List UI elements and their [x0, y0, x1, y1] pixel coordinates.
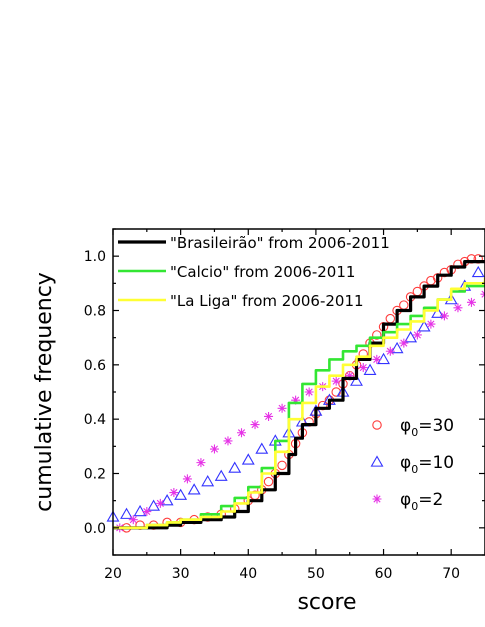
y-tick-label: 0.4	[84, 412, 106, 428]
data-point	[304, 387, 314, 397]
data-point	[372, 354, 382, 364]
data-point	[291, 395, 301, 405]
data-point	[377, 352, 390, 365]
data-point	[471, 265, 485, 278]
data-point	[404, 331, 418, 343]
legend-marker-label: φ0=30	[400, 416, 454, 439]
legend-markers: φ0=30 φ0=10 φ0=2	[370, 416, 454, 513]
y-axis-title: cumulative frequency	[32, 272, 57, 512]
series-triangle	[106, 265, 485, 522]
legend-marker-label: φ0=10	[400, 453, 454, 476]
data-point	[385, 313, 396, 324]
data-point	[331, 387, 341, 397]
data-point	[385, 346, 395, 356]
data-point	[196, 458, 206, 468]
data-point	[209, 444, 219, 454]
data-point	[345, 371, 355, 381]
data-point	[187, 483, 201, 495]
x-tick-label: 30	[172, 566, 190, 582]
data-point	[214, 469, 228, 481]
data-point	[453, 303, 463, 313]
data-point	[264, 411, 274, 421]
data-point	[169, 488, 179, 498]
series-line	[113, 280, 485, 530]
data-point	[331, 376, 341, 386]
legend-line-label: "Brasileirão" from 2006-2011	[170, 234, 390, 252]
data-point	[147, 499, 161, 511]
legend-line-label: "Calcio" from 2006-2011	[170, 263, 355, 281]
data-point	[466, 297, 476, 307]
data-point	[399, 338, 409, 348]
data-point	[241, 453, 255, 465]
y-tick-label: 0.2	[84, 467, 106, 483]
data-point	[142, 507, 152, 517]
data-point	[412, 330, 422, 340]
x-tick-label: 70	[442, 566, 460, 582]
data-point	[363, 363, 377, 375]
chart-marks	[106, 254, 485, 533]
data-point	[399, 300, 409, 310]
data-point	[160, 494, 174, 506]
series-line	[113, 277, 485, 530]
x-tick-label: 50	[307, 566, 325, 582]
data-point	[372, 330, 382, 340]
legend-marker-symbol	[372, 420, 382, 430]
x-tick-label: 20	[104, 566, 122, 582]
y-tick-label: 1.0	[84, 249, 106, 265]
data-point	[439, 311, 449, 321]
data-point	[223, 436, 233, 446]
data-point	[155, 498, 165, 508]
data-point	[120, 507, 133, 519]
y-tick-label: 0.0	[84, 521, 106, 537]
data-point	[277, 460, 287, 471]
data-point	[128, 515, 138, 525]
series-line	[113, 260, 485, 530]
data-point	[350, 374, 363, 386]
data-point	[201, 475, 215, 487]
legend-line-label: "La Liga" from 2006-2011	[170, 292, 364, 310]
data-point	[250, 420, 260, 430]
data-point	[237, 428, 247, 438]
data-point	[263, 476, 274, 487]
data-point	[228, 461, 242, 473]
data-point	[390, 341, 404, 354]
data-point	[277, 403, 287, 413]
y-tick-label: 0.6	[84, 358, 106, 374]
x-axis-title: score	[297, 590, 356, 615]
legend-lines: "Brasileirão" from 2006-2011 "Calcio" fro…	[118, 234, 390, 310]
data-point	[426, 319, 436, 329]
y-tick-label: 0.8	[84, 304, 106, 320]
legend-marker-label: φ0=2	[400, 490, 443, 513]
data-point	[133, 504, 147, 517]
legend-marker-symbol	[370, 455, 384, 467]
axis-ticks: 20 30 40 50 60 70 0.0 0.2 0.4 0.6 0.8 1.0	[84, 228, 485, 582]
legend-marker-symbol	[372, 494, 382, 504]
data-point	[182, 474, 192, 484]
data-point	[255, 442, 269, 454]
x-tick-label: 40	[239, 566, 257, 582]
data-point	[431, 306, 445, 318]
x-tick-label: 60	[375, 566, 393, 582]
data-point	[417, 320, 431, 332]
data-point	[358, 363, 368, 373]
data-point	[174, 488, 188, 500]
